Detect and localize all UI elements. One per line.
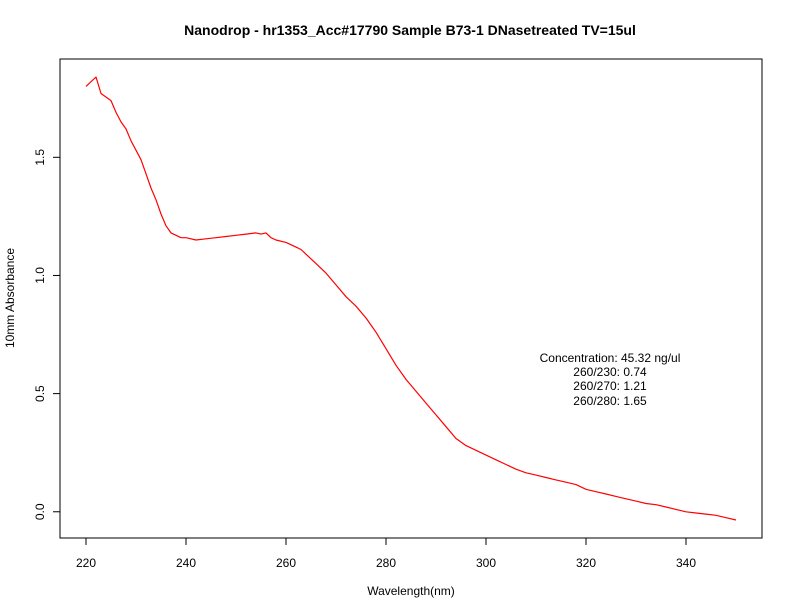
concentration-annotation: Concentration: 45.32 ng/ul 260/230: 0.74… — [540, 351, 681, 408]
annotation-ratio-260-280: 260/280: 1.65 — [573, 394, 647, 408]
x-tick-label: 340 — [676, 556, 696, 570]
x-axis: 220 240 260 280 300 320 340 — [76, 537, 696, 570]
x-tick-label: 240 — [176, 556, 196, 570]
annotation-concentration: Concentration: 45.32 ng/ul — [540, 351, 681, 365]
x-axis-label: Wavelength(nm) — [367, 584, 455, 598]
absorbance-series-line — [85, 76, 737, 521]
x-tick-label: 320 — [576, 556, 596, 570]
y-tick-label: 0.5 — [33, 385, 47, 402]
x-tick-label: 300 — [476, 556, 496, 570]
series-layer — [85, 76, 737, 521]
annotation-ratio-260-270: 260/270: 1.21 — [573, 379, 647, 393]
y-tick-label: 0.0 — [33, 503, 47, 520]
y-axis-label: 10mm Absorbance — [3, 248, 17, 348]
x-tick-label: 280 — [376, 556, 396, 570]
annotation-ratio-260-230: 260/230: 0.74 — [573, 365, 647, 379]
chart-title: Nanodrop - hr1353_Acc#17790 Sample B73-1… — [184, 22, 636, 38]
y-tick-label: 1.5 — [33, 149, 47, 166]
y-axis: 0.0 0.5 1.0 1.5 — [33, 149, 61, 520]
y-tick-label: 1.0 — [33, 267, 47, 284]
x-tick-label: 260 — [276, 556, 296, 570]
x-tick-label: 220 — [76, 556, 96, 570]
